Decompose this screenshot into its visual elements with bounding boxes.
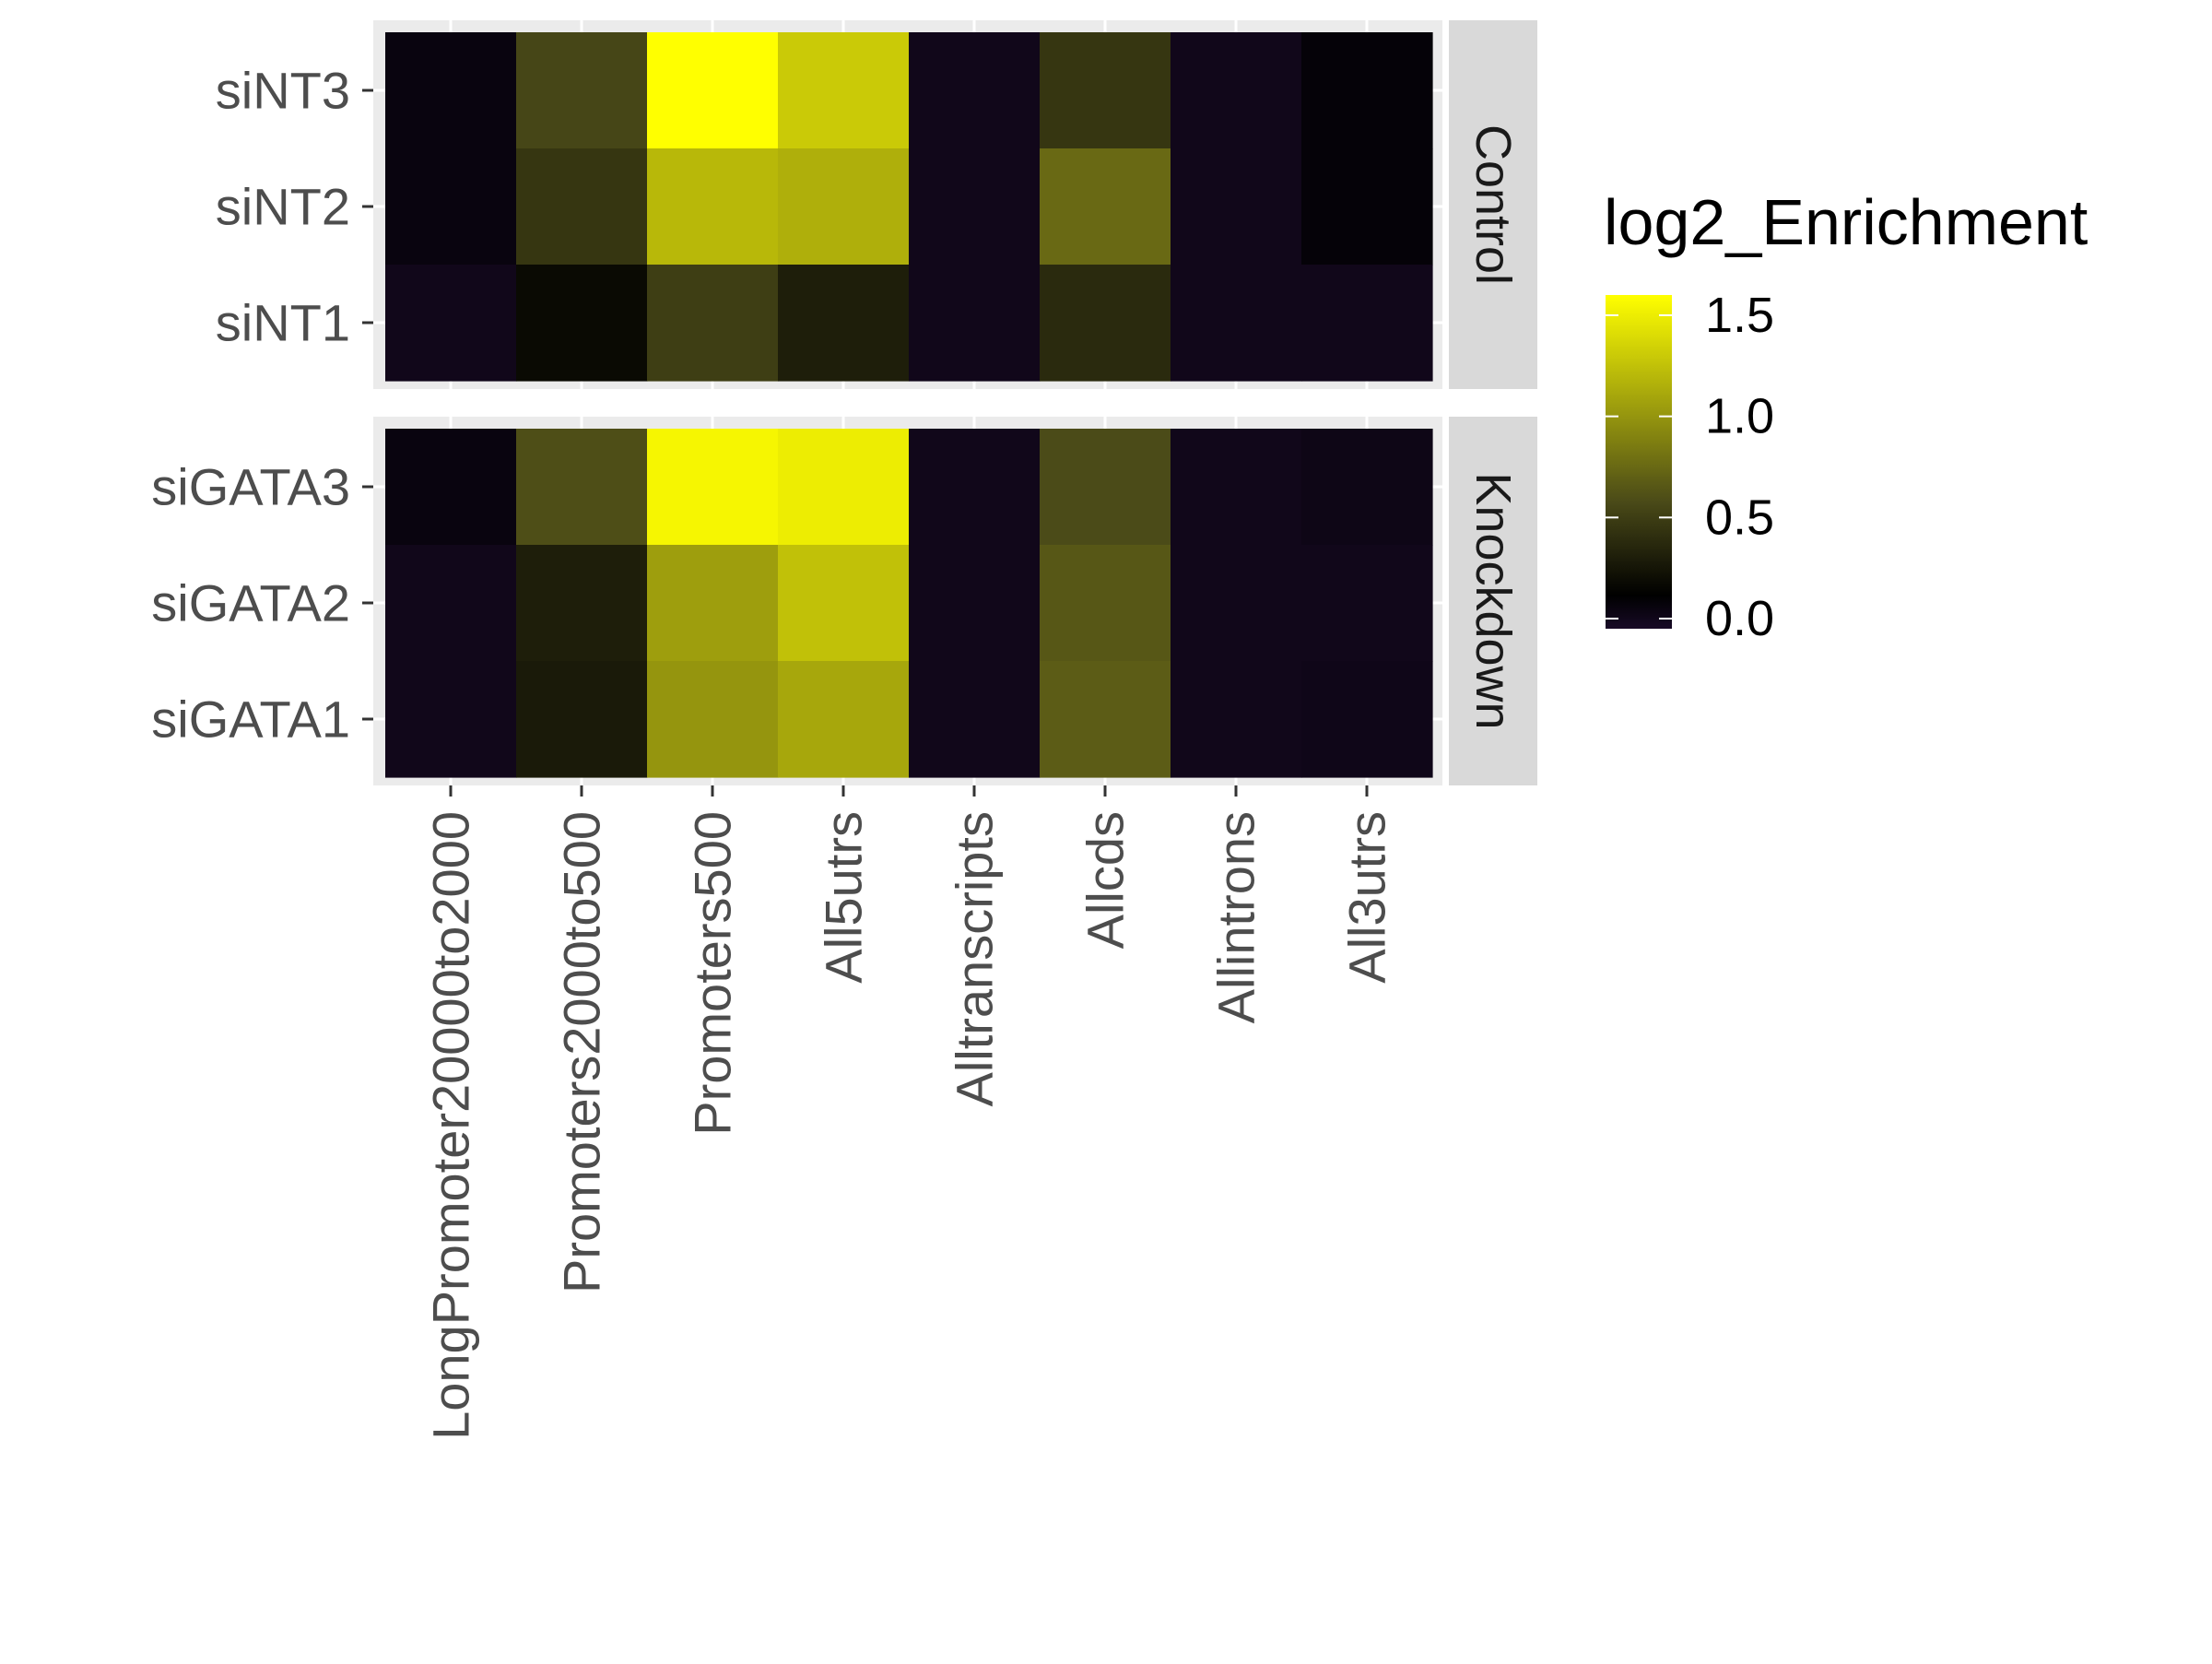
- column-label: Promoters2000to500: [553, 811, 611, 1293]
- heatmap-tile: [1040, 32, 1171, 149]
- facet-strip-label: Knockdown: [1465, 472, 1521, 729]
- heatmap-tile: [1040, 265, 1171, 382]
- row-label: siGATA1: [151, 690, 350, 749]
- heatmap-tile: [1301, 545, 1433, 662]
- heatmap-tile: [647, 148, 779, 266]
- column-label: All3utrs: [1338, 811, 1396, 984]
- heatmap-tile: [909, 148, 1041, 266]
- column-label: Allcds: [1077, 811, 1135, 949]
- heatmap-tile: [1171, 148, 1302, 266]
- heatmap-tile: [1040, 545, 1171, 662]
- heatmap-tile: [516, 545, 648, 662]
- facet-strip: [1449, 20, 1537, 389]
- column-label: All5utrs: [815, 811, 873, 984]
- heatmap-tile: [385, 148, 517, 266]
- heatmap-tile: [385, 429, 517, 546]
- row-label: siGATA2: [151, 574, 350, 632]
- heatmap-tile: [909, 545, 1041, 662]
- heatmap-tile: [647, 545, 779, 662]
- facet-strip-label: Control: [1465, 124, 1521, 285]
- heatmap-tile: [647, 429, 779, 546]
- heatmap-tile: [516, 148, 648, 266]
- heatmap-tile: [516, 661, 648, 778]
- facet-strip: [1449, 417, 1537, 785]
- heatmap-tile: [385, 661, 517, 778]
- column-label: Allintrons: [1207, 811, 1265, 1023]
- heatmap-tile: [1040, 148, 1171, 266]
- heatmap-tile: [1171, 545, 1302, 662]
- heatmap-tile: [1301, 429, 1433, 546]
- heatmap-tile: [1301, 265, 1433, 382]
- heatmap-tile: [647, 265, 779, 382]
- heatmap-tile: [909, 265, 1041, 382]
- heatmap-tile: [1040, 661, 1171, 778]
- heatmap-tile: [1171, 32, 1302, 149]
- legend-tick-label: 0.5: [1705, 490, 1774, 545]
- heatmap-tile: [1171, 429, 1302, 546]
- row-label: siNT2: [216, 178, 350, 236]
- heatmap-tile: [778, 265, 910, 382]
- heatmap-tile: [385, 545, 517, 662]
- heatmap-tile: [647, 32, 779, 149]
- heatmap-tile: [778, 545, 910, 662]
- column-label: Alltranscripts: [946, 811, 1004, 1107]
- heatmap-tile: [1301, 32, 1433, 149]
- legend-title: log2_Enrichment: [1604, 186, 2088, 258]
- facet-panel: siGATA3 siGATA2 siGATA1 Knockdown: [151, 417, 1537, 785]
- heatmap-tile: [909, 661, 1041, 778]
- heatmap-tile: [516, 429, 648, 546]
- heatmap-tile: [778, 661, 910, 778]
- heatmap-tile: [778, 429, 910, 546]
- color-legend: log2_Enrichment 0.0 0.5 1.0 1.5: [1604, 186, 2088, 646]
- legend-tick-label: 1.0: [1705, 389, 1774, 444]
- heatmap-tile: [385, 32, 517, 149]
- heatmap-tile: [385, 265, 517, 382]
- heatmap-tile: [909, 32, 1041, 149]
- heatmap-tile: [516, 32, 648, 149]
- heatmap-tile: [647, 661, 779, 778]
- column-label: Promoters500: [684, 811, 742, 1136]
- heatmap-tile: [1040, 429, 1171, 546]
- heatmap-tile: [909, 429, 1041, 546]
- legend-colorbar: [1606, 295, 1672, 629]
- heatmap-tile: [516, 265, 648, 382]
- row-label: siNT1: [216, 294, 350, 352]
- legend-tick-label: 0.0: [1705, 591, 1774, 646]
- heatmap-tile: [1301, 661, 1433, 778]
- x-axis: LongPromoter20000to2000 Promoters2000to50…: [422, 785, 1396, 1440]
- row-label: siNT3: [216, 62, 350, 120]
- legend-tick-label: 1.5: [1705, 288, 1774, 343]
- heatmap-tile: [778, 32, 910, 149]
- heatmap-tile: [1301, 148, 1433, 266]
- heatmap-tile: [1171, 265, 1302, 382]
- column-label: LongPromoter20000to2000: [422, 811, 480, 1440]
- heatmap-tile: [778, 148, 910, 266]
- facet-panel: siNT3 siNT2 siNT1 Control: [216, 20, 1537, 389]
- row-label: siGATA3: [151, 458, 350, 516]
- heatmap-tile: [1171, 661, 1302, 778]
